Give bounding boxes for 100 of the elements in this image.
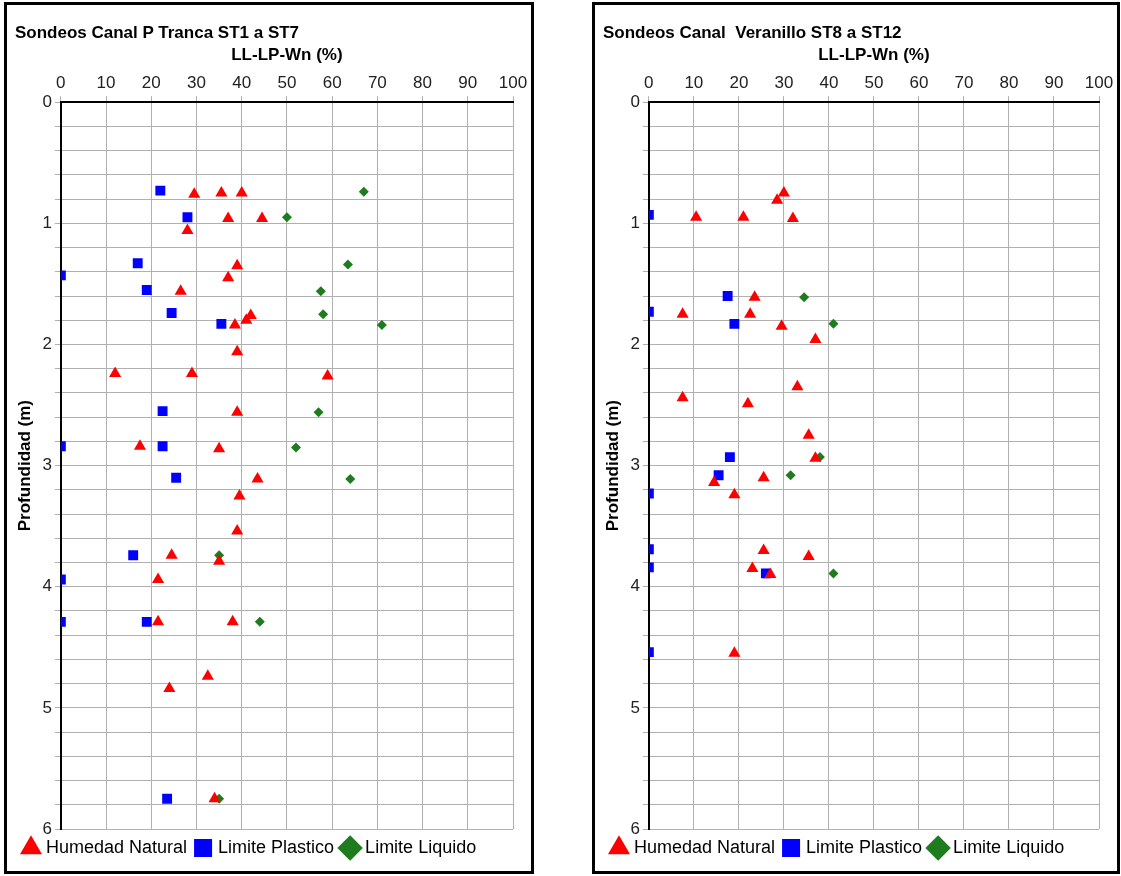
point <box>318 309 329 320</box>
point <box>226 614 239 626</box>
y-tick-label: 6 <box>42 818 52 838</box>
point <box>775 319 788 330</box>
point <box>757 543 770 554</box>
point <box>321 368 334 380</box>
x-tick-label: 20 <box>141 72 161 92</box>
point <box>828 318 839 329</box>
x-axis-title: LL-LP-Wn (%) <box>231 45 343 65</box>
point <box>231 344 244 356</box>
point <box>152 614 165 626</box>
point <box>376 320 387 331</box>
x-tick-label: 50 <box>277 72 297 92</box>
legend-label: Limite Liquido <box>953 836 1065 857</box>
point <box>791 379 804 391</box>
point <box>231 258 244 270</box>
point <box>256 211 269 222</box>
point <box>828 568 839 579</box>
point <box>222 211 235 222</box>
point <box>254 616 265 627</box>
point <box>708 475 721 487</box>
x-tick-label: 100 <box>498 72 528 92</box>
y-tick-label: 2 <box>42 334 52 354</box>
point <box>165 548 178 559</box>
x-tick-label: 0 <box>644 72 654 92</box>
point <box>213 441 226 453</box>
y-axis-title: Profundidad (m) <box>602 399 622 532</box>
x-tick-label: 30 <box>774 72 794 92</box>
point <box>785 470 796 481</box>
y-tick-label: 5 <box>630 697 640 717</box>
point <box>728 646 741 657</box>
legend-label: Limite Plastico <box>218 836 335 857</box>
point <box>152 572 165 583</box>
x-tick-label: 90 <box>458 72 478 92</box>
point <box>240 313 253 324</box>
point <box>231 524 244 535</box>
point <box>690 210 703 221</box>
point <box>676 390 689 402</box>
point <box>215 186 228 197</box>
point <box>741 396 754 408</box>
x-tick-label: 20 <box>729 72 749 92</box>
x-tick-label: 40 <box>232 72 252 92</box>
point <box>809 332 822 344</box>
point <box>182 212 193 223</box>
y-tick-label: 6 <box>630 818 640 838</box>
point <box>764 567 777 579</box>
point <box>748 290 761 301</box>
point <box>744 307 757 318</box>
point <box>163 681 176 692</box>
y-tick-label: 2 <box>630 334 640 354</box>
point <box>208 791 221 803</box>
point <box>676 307 689 318</box>
point <box>174 284 187 295</box>
chart-title: Sondeos Canal Veranillo ST8 a ST12 <box>603 22 902 42</box>
point <box>358 186 369 197</box>
point <box>802 428 815 439</box>
point <box>109 366 122 378</box>
point <box>213 554 226 565</box>
y-tick-label: 5 <box>42 697 52 717</box>
x-tick-label: 90 <box>1044 72 1064 92</box>
point <box>281 212 292 223</box>
point <box>757 470 770 482</box>
point <box>737 210 750 221</box>
point <box>231 405 244 416</box>
y-tick-label: 3 <box>42 455 52 475</box>
y-tick-label: 1 <box>630 213 640 233</box>
point <box>133 439 147 450</box>
point <box>313 407 324 418</box>
x-axis-title: LL-LP-Wn (%) <box>818 45 930 65</box>
x-tick-label: 10 <box>96 72 116 92</box>
point <box>228 318 241 329</box>
point <box>155 185 166 196</box>
legend-label: Limite Plastico <box>806 836 923 857</box>
y-tick-label: 1 <box>42 213 52 233</box>
x-tick-label: 60 <box>909 72 929 92</box>
x-tick-label: 70 <box>954 72 974 92</box>
x-tick-label: 80 <box>413 72 433 92</box>
x-tick-label: 30 <box>187 72 206 92</box>
point <box>771 193 784 204</box>
legend-label: Humedad Natural <box>634 836 776 857</box>
point <box>171 472 182 483</box>
point <box>157 406 168 417</box>
point <box>345 473 356 484</box>
x-tick-label: 0 <box>56 72 66 92</box>
point <box>185 366 199 378</box>
y-tick-label: 0 <box>630 91 640 111</box>
point <box>132 258 143 269</box>
point <box>233 488 246 500</box>
point <box>235 186 248 197</box>
point <box>141 285 152 295</box>
point <box>157 441 168 452</box>
point <box>128 550 139 561</box>
point <box>222 270 235 282</box>
x-tick-label: 70 <box>367 72 387 92</box>
point <box>315 286 326 297</box>
y-tick-label: 4 <box>630 576 640 596</box>
point <box>746 561 759 573</box>
point <box>162 793 173 804</box>
point <box>166 308 177 318</box>
y-tick-label: 0 <box>42 91 52 111</box>
